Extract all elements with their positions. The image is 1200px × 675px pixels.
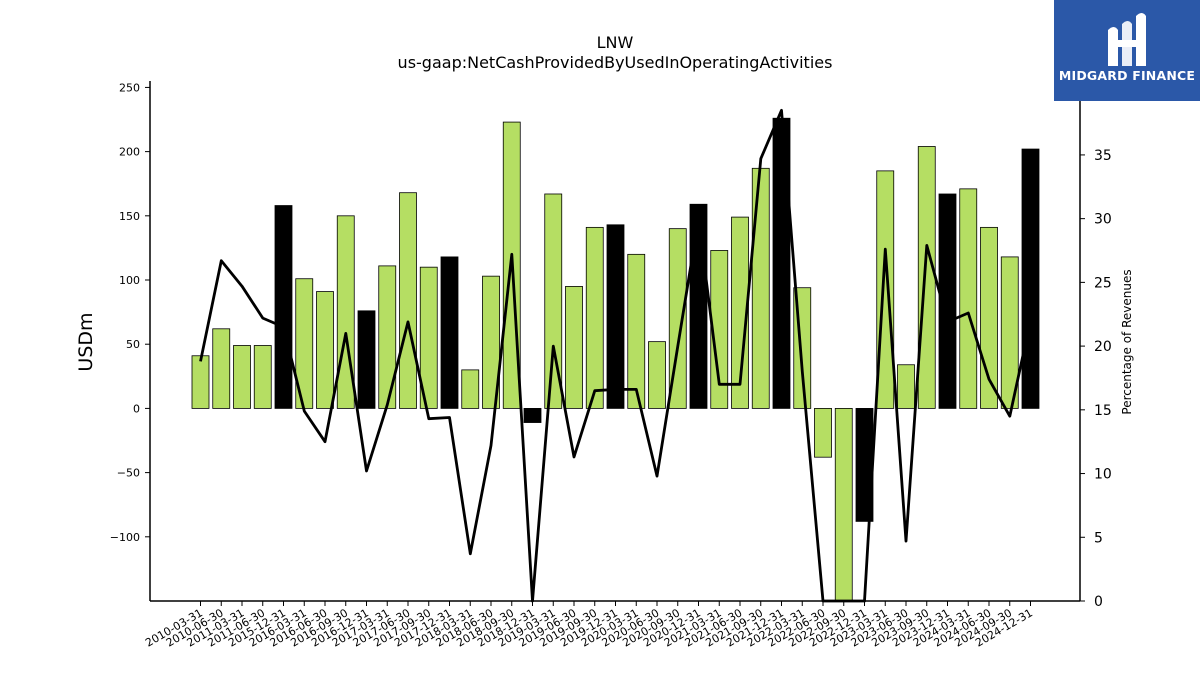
bar-2019-09-30 (585, 226, 604, 409)
y2-tick-label: 15 (1094, 403, 1112, 419)
bar-2015-12-31 (274, 205, 293, 409)
bar-2017-09-30 (419, 266, 438, 409)
revenue-percentage-line (199, 108, 1032, 603)
bar-2023-06-30 (897, 364, 915, 409)
bar-2023-12-31 (938, 193, 957, 409)
line-layer (199, 108, 1032, 603)
y-tick-label: 50 (126, 338, 140, 351)
y-axis-label: USDm (75, 312, 97, 371)
bar-2020-12-31 (689, 203, 708, 409)
title-group: LNW us-gaap:NetCashProvidedByUsedInOpera… (398, 33, 833, 72)
bar-2019-06-30 (565, 286, 583, 409)
bar-2020-09-30 (668, 228, 687, 409)
bar-2010-06-30 (212, 328, 231, 409)
bar-2018-03-31 (461, 369, 480, 409)
y2-tick-label: 30 (1094, 212, 1112, 228)
bars-layer (191, 117, 1040, 602)
bar-2019-12-31 (606, 224, 625, 409)
y2-tick-label: 0 (1094, 594, 1103, 610)
y2-tick-label: 10 (1094, 467, 1112, 483)
y-tick-label: 0 (133, 402, 140, 415)
bar-2024-09-30 (1000, 256, 1019, 409)
bar-2017-06-30 (399, 192, 417, 409)
y-tick-label: −50 (117, 467, 140, 480)
bar-2023-03-31 (876, 170, 895, 409)
bar-2021-03-31 (710, 250, 729, 409)
bar-2018-12-31 (523, 408, 542, 423)
bar-2021-12-31 (772, 117, 791, 409)
bar-2016-12-31 (357, 310, 376, 409)
y-tick-label: 150 (119, 210, 140, 223)
bar-2018-06-30 (482, 275, 500, 409)
y-tick-label: 250 (119, 81, 140, 94)
bar-2019-03-31 (544, 193, 563, 409)
bar-2011-03-31 (233, 345, 251, 409)
bar-2016-06-30 (316, 291, 334, 409)
bar-2017-12-31 (440, 256, 459, 409)
bar-2021-06-30 (731, 216, 749, 409)
bar-2010-03-31 (191, 355, 210, 409)
y-tick-label: 200 (119, 146, 140, 159)
bar-2021-09-30 (751, 167, 770, 409)
y2-tick-label: 5 (1094, 530, 1103, 546)
bar-2024-03-31 (959, 188, 978, 409)
y2-tick-label: 35 (1094, 148, 1112, 164)
y2-tick-label: 25 (1094, 275, 1112, 291)
y2-axis-label: Percentage of Revenues (1120, 269, 1134, 414)
chart-subtitle: us-gaap:NetCashProvidedByUsedInOperating… (398, 53, 833, 72)
bar-2022-09-30 (834, 408, 853, 602)
bar-2020-06-30 (648, 341, 666, 409)
bar-2020-03-31 (627, 253, 646, 409)
logo-text: MIDGARD FINANCE (1058, 68, 1196, 83)
bar-2022-06-30 (814, 408, 832, 458)
brand-logo: MIDGARD FINANCE (1054, 0, 1200, 101)
logo-mark-icon (1108, 13, 1146, 66)
bar-2024-12-31 (1021, 148, 1040, 409)
bar-2023-09-30 (917, 146, 936, 409)
y-tick-label: −100 (110, 531, 140, 544)
bar-2017-03-31 (378, 265, 397, 409)
y-tick-label: 100 (119, 274, 140, 287)
bar-2011-06-30 (253, 345, 272, 409)
y2-tick-label: 20 (1094, 339, 1112, 355)
chart-title: LNW (597, 33, 634, 52)
